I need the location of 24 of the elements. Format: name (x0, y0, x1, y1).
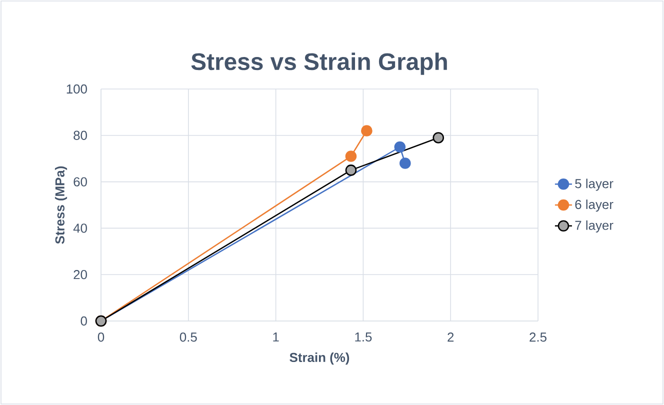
x-tick-label: 1 (273, 332, 279, 342)
point (394, 141, 406, 153)
y-axis-title: Stress (MPa) (54, 166, 68, 244)
y-tick-label: 80 (74, 130, 87, 140)
x-tick-label: 1.5 (355, 332, 372, 342)
y-tick-label: 0 (80, 316, 87, 326)
legend-label: 5 layer (575, 178, 614, 191)
y-tick-label: 60 (74, 177, 87, 186)
y-tick-label: 40 (73, 224, 87, 233)
legend-label: 6 layer (575, 200, 614, 212)
x-tick-label: 0.5 (180, 332, 197, 342)
x-tick-label: 2.5 (530, 332, 546, 342)
point (361, 125, 372, 136)
y-tick-label: 20 (74, 270, 87, 280)
x-tick-label: 0 (98, 332, 104, 342)
point (400, 158, 411, 169)
legend-label: 7 layer (575, 220, 614, 232)
point (345, 150, 357, 162)
chart-title: Stress vs Strain Graph (191, 52, 447, 75)
point (345, 164, 357, 176)
point (432, 132, 444, 144)
x-tick-label: 2 (448, 332, 454, 342)
y-tick-label: 100 (66, 84, 87, 94)
x-axis-title: Strain (%) (290, 352, 350, 365)
